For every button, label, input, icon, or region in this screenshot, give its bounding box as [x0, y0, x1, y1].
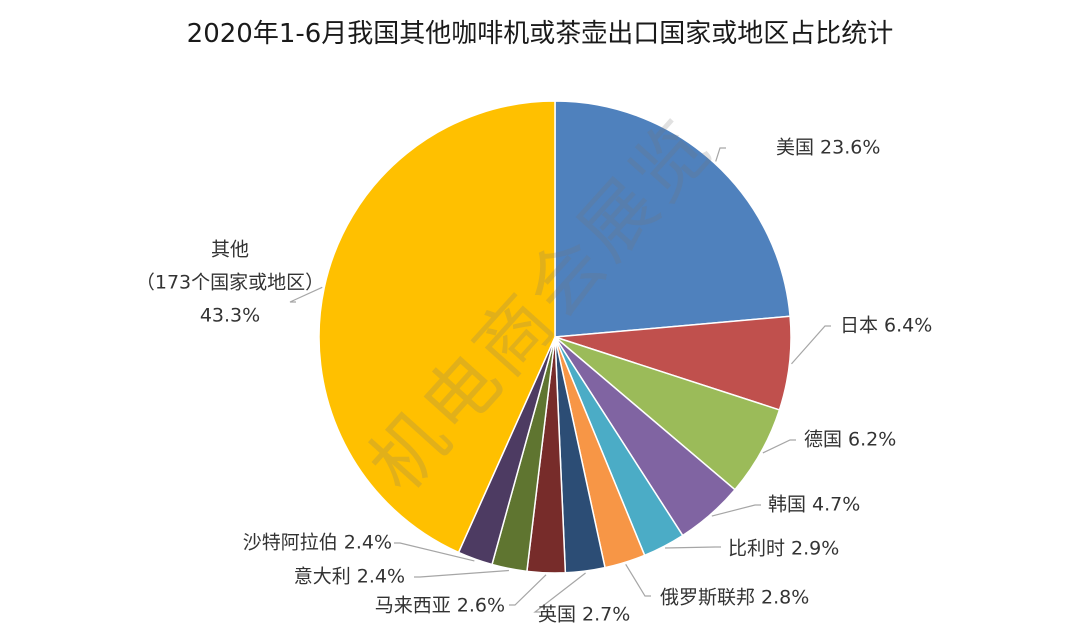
data-label-韩国: 韩国 4.7%	[768, 494, 860, 516]
slices-layer	[318, 100, 792, 574]
data-label-德国: 德国 6.2%	[804, 429, 896, 451]
leader-line-韩国	[711, 504, 761, 517]
leader-line-意大利	[414, 569, 509, 578]
leader-line-日本	[791, 325, 831, 365]
pie-slice-其他	[318, 100, 556, 554]
leader-line-其他	[289, 286, 323, 303]
data-label-其他-line-2: （173个国家或地区）	[136, 272, 324, 294]
leader-line-沙特阿拉伯	[394, 542, 475, 562]
data-label-沙特阿拉伯: 沙特阿拉伯 2.4%	[243, 532, 392, 554]
leader-line-俄罗斯联邦	[625, 563, 651, 597]
leader-line-德国	[762, 439, 796, 454]
leader-line-马来西亚	[509, 574, 547, 606]
data-label-其他-line-1: 其他	[211, 239, 249, 261]
leader-lines-layer	[289, 147, 831, 613]
data-label-英国: 英国 2.7%	[538, 604, 630, 626]
leader-line-英国	[533, 572, 586, 613]
data-label-美国: 美国 23.6%	[776, 137, 880, 159]
data-label-俄罗斯联邦: 俄罗斯联邦 2.8%	[660, 587, 809, 609]
data-label-日本: 日本 6.4%	[840, 315, 932, 337]
data-label-意大利: 意大利 2.4%	[294, 566, 405, 588]
data-labels-layer: 美国 23.6% 日本 6.4% 德国 6.2% 韩国 4.7% 比利时 2.9% 俄罗斯…	[136, 137, 932, 626]
chart-title: 2020年1-6月我国其他咖啡机或茶壶出口国家或地区占比统计	[187, 19, 894, 49]
data-label-比利时: 比利时 2.9%	[728, 538, 839, 560]
data-label-其他-line-3: 43.3%	[200, 305, 260, 327]
pie-slice-美国	[554, 100, 791, 338]
leader-line-比利时	[665, 546, 721, 549]
data-label-马来西亚: 马来西亚 2.6%	[375, 595, 505, 617]
leader-line-美国	[715, 147, 726, 162]
